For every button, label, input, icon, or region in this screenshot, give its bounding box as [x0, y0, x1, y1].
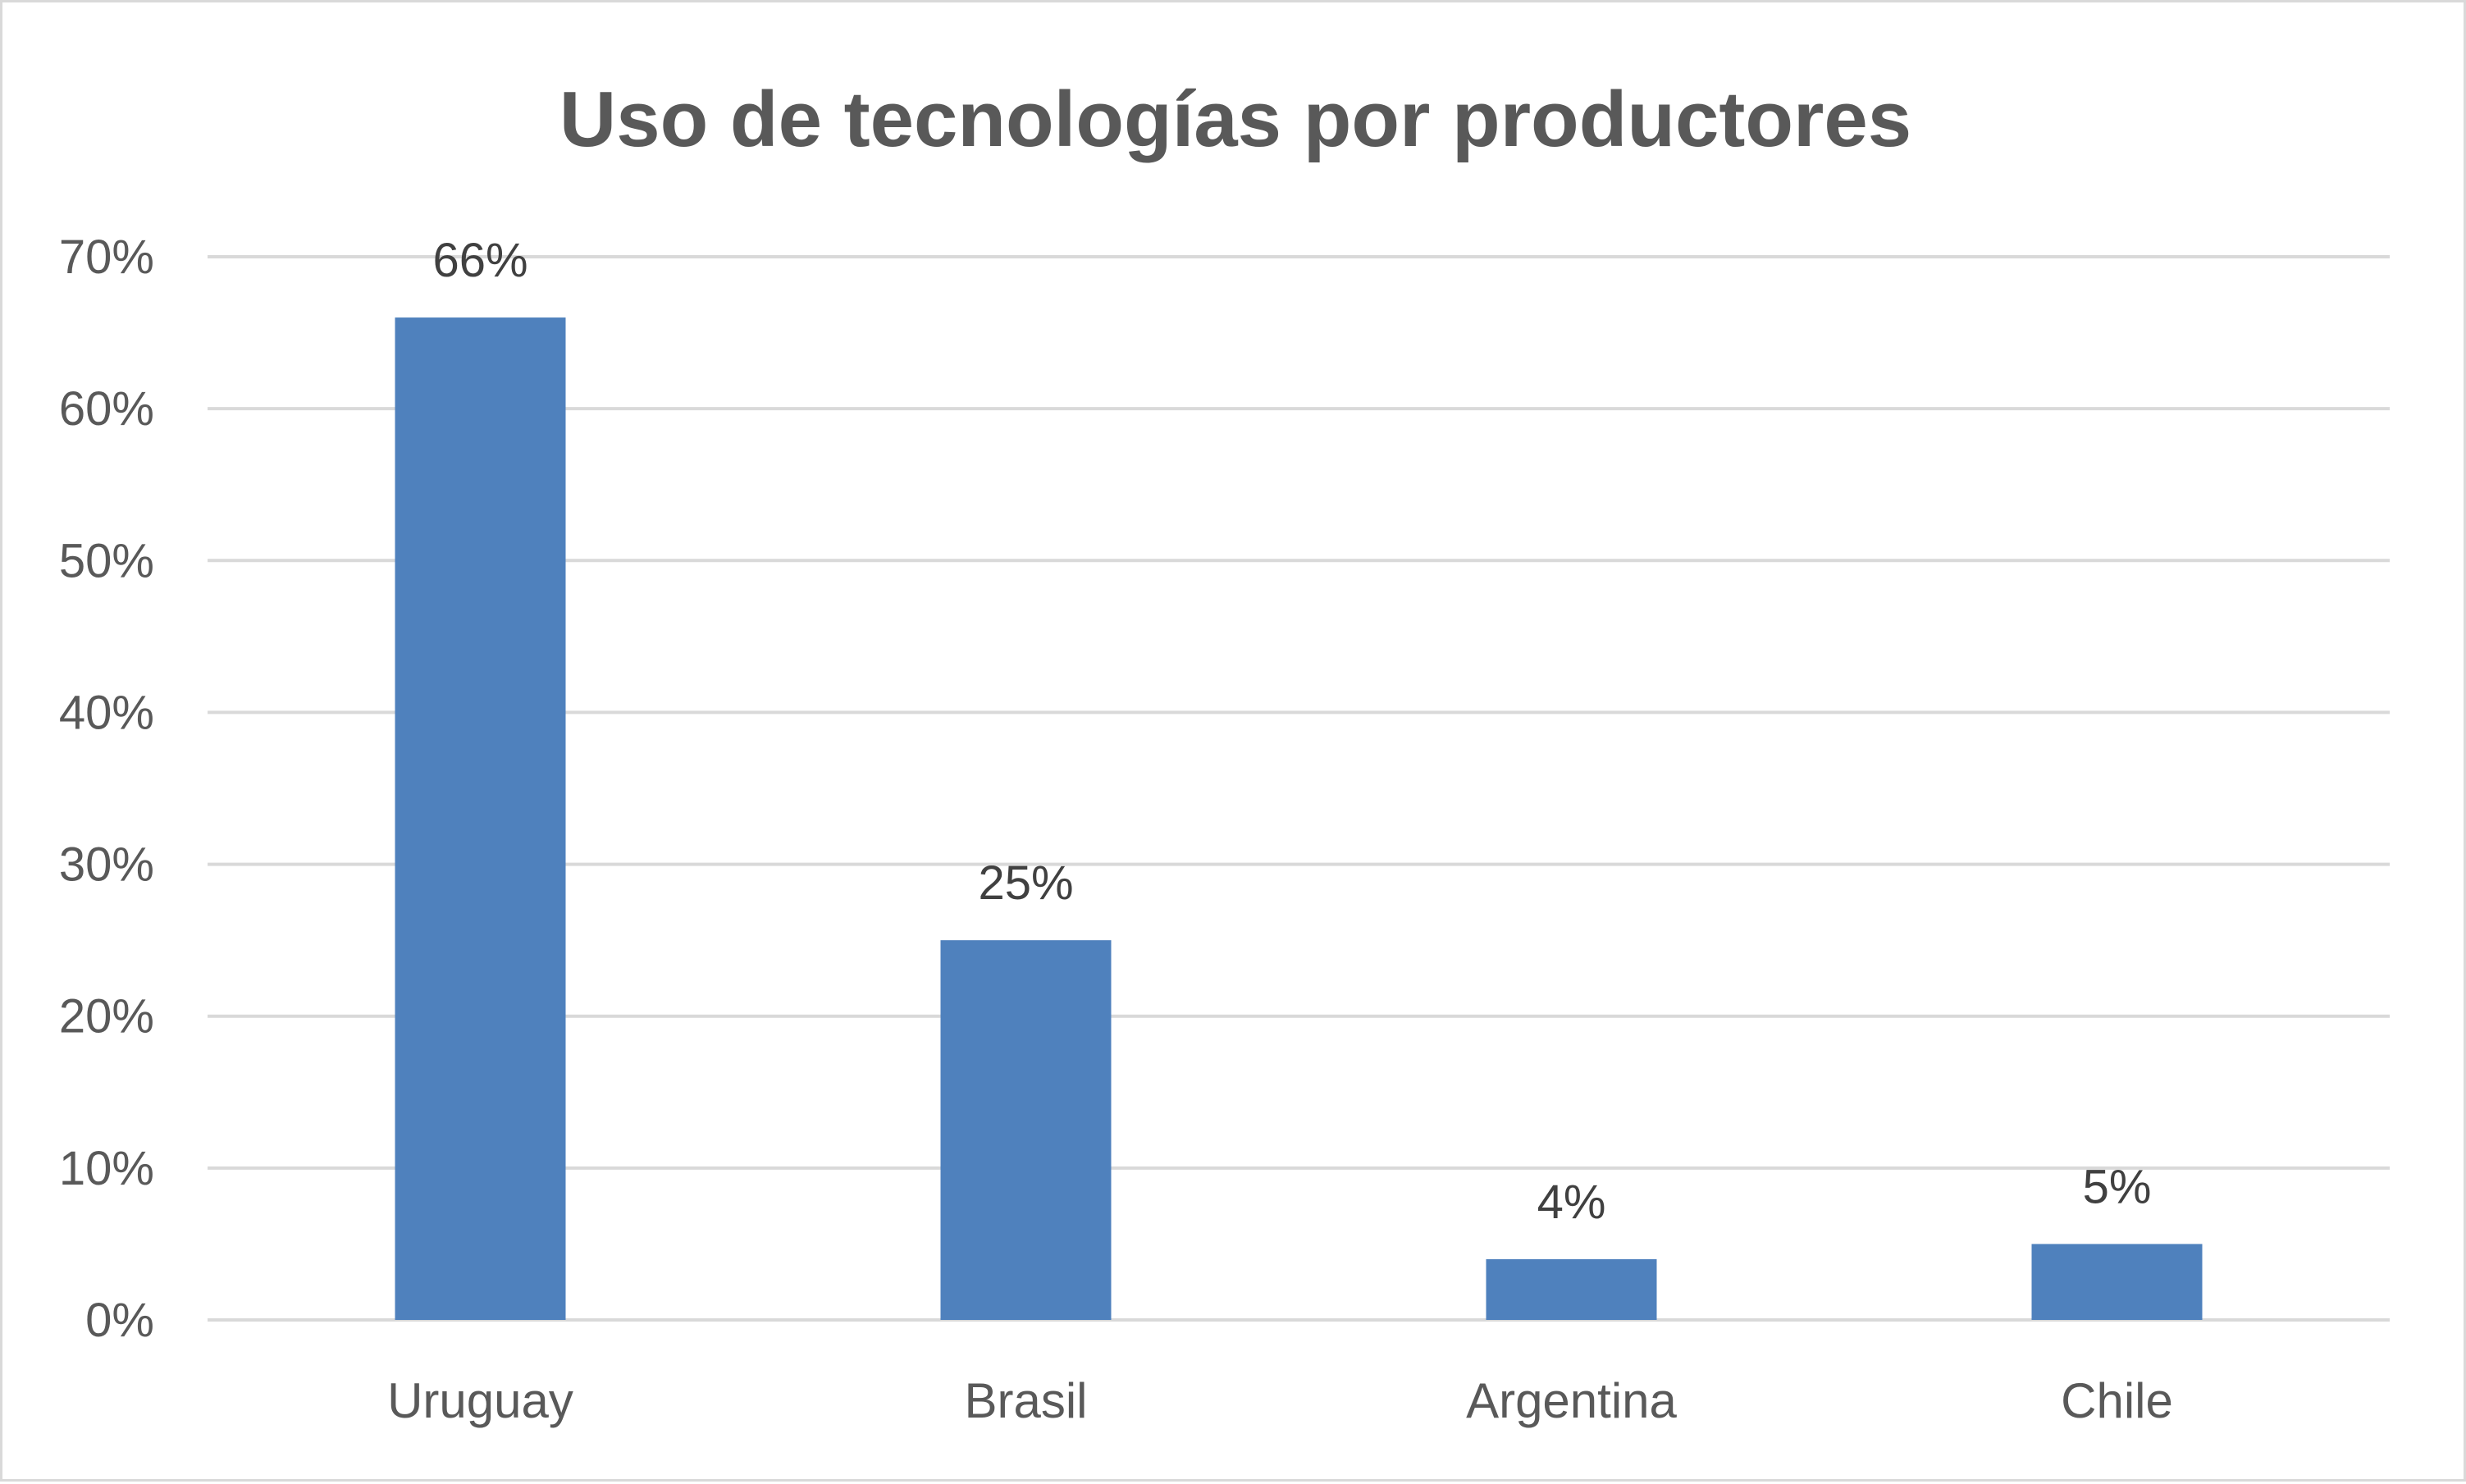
x-tick-label-chile: Chile [2061, 1373, 2173, 1428]
x-tick-label-uruguay: Uruguay [387, 1373, 573, 1428]
y-tick-label: 20% [59, 990, 154, 1043]
y-tick-label: 60% [59, 382, 154, 436]
y-tick-label: 40% [59, 686, 154, 739]
data-labels: 66% 25% 4% 5% [432, 234, 2151, 1229]
y-tick-label: 0% [85, 1294, 154, 1347]
bar-chile [2031, 1244, 2203, 1320]
bar-brasil [940, 940, 1112, 1320]
y-tick-label: 30% [59, 838, 154, 892]
y-axis: 0% 10% 20% 30% 40% 50% 60% 70% [59, 231, 154, 1347]
y-tick-label: 50% [59, 534, 154, 587]
gridlines [208, 255, 2390, 1322]
bars [395, 317, 2203, 1320]
x-axis: Uruguay Brasil Argentina Chile [387, 1373, 2173, 1428]
y-tick-label: 70% [59, 231, 154, 284]
data-label-argentina: 4% [1537, 1176, 1606, 1229]
bar-uruguay [395, 317, 566, 1320]
bar-argentina [1486, 1258, 1657, 1320]
data-label-chile: 5% [2083, 1160, 2152, 1213]
data-label-uruguay: 66% [432, 234, 527, 287]
chart-title: Uso de tecnologías por productores [559, 75, 1911, 163]
data-label-brasil: 25% [978, 856, 1073, 910]
y-tick-label: 10% [59, 1142, 154, 1195]
x-tick-label-brasil: Brasil [964, 1373, 1087, 1428]
x-tick-label-argentina: Argentina [1466, 1373, 1677, 1428]
